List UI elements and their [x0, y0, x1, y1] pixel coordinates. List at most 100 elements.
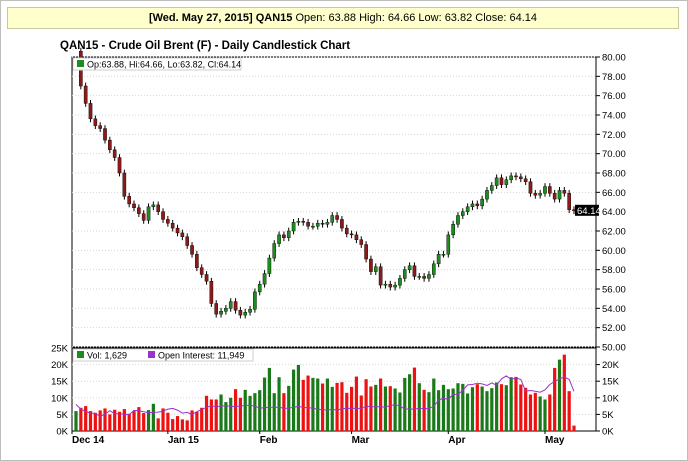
volume-bar	[504, 385, 508, 431]
candle-body	[277, 234, 281, 244]
volume-bars	[74, 354, 576, 431]
price-tick-label: 72.00	[602, 130, 626, 141]
volume-tick-label-left: 15K	[51, 377, 69, 388]
volume-bar	[214, 399, 218, 431]
candle-body	[233, 301, 238, 311]
candle-body	[180, 232, 185, 238]
candle-body	[378, 266, 383, 286]
volume-bar	[93, 412, 97, 431]
candle-body	[340, 219, 344, 229]
candle-body	[354, 234, 359, 240]
volume-bar	[272, 393, 276, 431]
candle-body	[117, 157, 122, 174]
candle-body	[137, 207, 141, 214]
volume-bar	[340, 382, 344, 431]
volume-bar	[190, 410, 194, 431]
volume-bar	[137, 407, 141, 431]
volume-bar	[466, 393, 470, 431]
volume-bar	[238, 397, 242, 431]
open-interest-legend-text: Open Interest: 11,949	[158, 351, 244, 361]
volume-bar	[446, 389, 450, 431]
price-tick-label: 54.00	[602, 304, 626, 315]
volume-bar	[519, 384, 523, 431]
volume-bar	[557, 359, 562, 431]
volume-bar	[441, 384, 446, 431]
volume-axis-left: 25K 20K 15K 10K 5K 0K	[51, 344, 69, 438]
candle-body	[127, 195, 131, 205]
date-tick-label: Apr	[448, 435, 465, 446]
candle-body	[373, 266, 378, 272]
candle-body	[112, 149, 117, 158]
price-tick-label: 80.00	[602, 53, 626, 64]
price-tick-label: 76.00	[602, 91, 626, 102]
candle-body	[98, 125, 102, 129]
volume-bar	[374, 384, 378, 431]
candle-body	[83, 85, 88, 104]
volume-bar	[553, 367, 557, 431]
price-tick-label: 60.00	[602, 246, 626, 257]
candle-body	[103, 128, 107, 141]
open-interest-line	[75, 375, 575, 417]
candle-body	[383, 283, 388, 286]
volume-panel	[71, 347, 597, 432]
volume-bar	[562, 354, 566, 431]
volume-bar	[475, 384, 479, 431]
volume-bar	[325, 378, 330, 431]
candle-body	[311, 225, 315, 228]
volume-tick-label-left: 5K	[56, 410, 68, 421]
candle-body	[272, 243, 277, 259]
volume-bar	[98, 410, 102, 431]
candle-body	[523, 178, 528, 182]
candle-body	[122, 172, 127, 197]
volume-bar	[74, 411, 78, 431]
volume-bar	[204, 395, 209, 431]
volume-bar	[282, 393, 286, 431]
candle-body	[548, 186, 552, 194]
volume-bar	[369, 386, 373, 431]
volume-bar	[209, 399, 213, 431]
candle-body	[538, 193, 542, 196]
candle-body	[470, 203, 475, 208]
candle-body	[335, 215, 339, 220]
candle-body	[557, 190, 562, 200]
volume-bar	[461, 383, 465, 431]
chart-title: QAN15 - Crude Oil Brent (F) - Daily Cand…	[60, 40, 351, 52]
candle-body	[349, 233, 354, 236]
volume-bar	[548, 394, 552, 431]
candlestick-series	[79, 47, 576, 319]
volume-bar	[379, 378, 383, 431]
price-legend-swatch	[77, 60, 84, 67]
last-price-box	[575, 204, 599, 216]
candle-body	[494, 177, 499, 186]
volume-bar	[572, 425, 576, 431]
volume-bar	[122, 409, 126, 431]
volume-bar	[499, 384, 504, 431]
price-tick-label: 50.00	[602, 343, 626, 354]
candle-body	[253, 291, 257, 310]
volume-tick-label-left: 0K	[56, 427, 68, 438]
volume-bar	[480, 386, 484, 431]
candle-body	[422, 276, 426, 279]
price-legend-text: Op:63.88, Hi:64.66, Lo:63.82, Cl:64.14	[87, 60, 241, 70]
candle-body	[402, 269, 407, 279]
volume-bar	[117, 411, 122, 431]
candle-body	[460, 211, 465, 216]
quote-date: [Wed. May 27, 2015]	[148, 12, 253, 24]
volume-tick-label-left: 10K	[51, 393, 69, 404]
volume-bar	[113, 409, 117, 431]
volume-bar	[253, 393, 257, 431]
candle-body	[552, 193, 557, 200]
price-tick-label: 56.00	[602, 285, 626, 296]
volume-bar	[84, 406, 88, 431]
candle-body	[562, 190, 567, 194]
volume-bar	[456, 383, 460, 431]
quote-ohlc: Open: 63.88 High: 64.66 Low: 63.82 Close…	[292, 12, 538, 24]
price-panel	[71, 56, 597, 348]
volume-bar	[277, 377, 281, 431]
volume-bar	[437, 390, 441, 431]
volume-bar	[320, 383, 325, 431]
quote-summary-bar: [Wed. May 27, 2015] QAN15 Open: 63.88 Hi…	[7, 7, 679, 29]
candle-body	[175, 227, 180, 234]
date-tick-label: May	[545, 435, 565, 446]
candle-body	[369, 258, 373, 272]
